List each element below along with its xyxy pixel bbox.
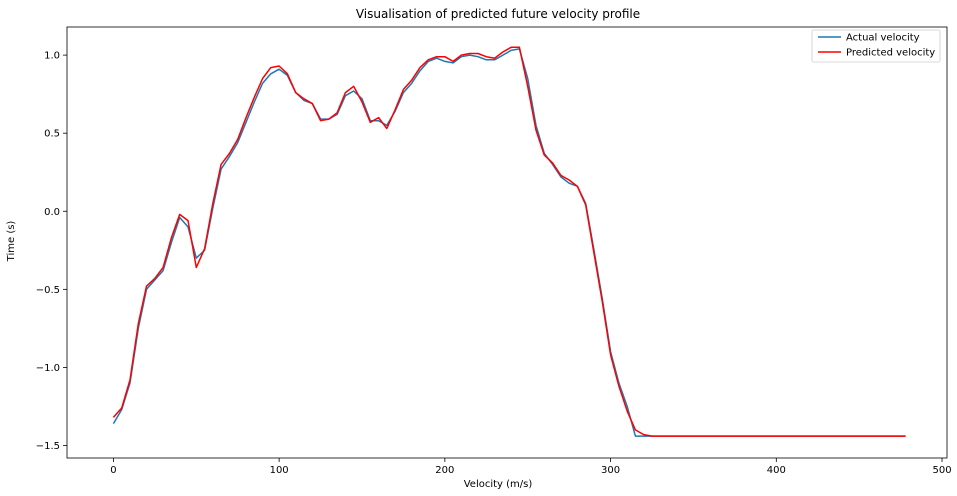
y-tick-label: −0.5 (36, 285, 60, 296)
chart-title: Visualisation of predicted future veloci… (356, 7, 640, 21)
x-tick-label: 0 (110, 465, 116, 476)
x-tick-label: 400 (767, 465, 786, 476)
y-axis-label: Time (s) (6, 221, 17, 263)
x-tick-label: 500 (932, 465, 951, 476)
x-tick-label: 300 (601, 465, 620, 476)
plot-frame (66, 26, 948, 459)
y-tick-label: 0.5 (44, 129, 60, 140)
legend-label-actual: Actual velocity (846, 33, 920, 44)
plot-area (66, 26, 948, 459)
legend-box (811, 29, 941, 63)
legend-label-predicted: Predicted velocity (846, 48, 935, 59)
predicted-velocity-line (112, 46, 906, 437)
y-tick-label: 1.0 (44, 51, 60, 62)
series-layer (112, 46, 906, 437)
y-tick-label: −1.0 (36, 363, 60, 374)
x-axis: 0 100 200 300 400 500 (110, 458, 952, 476)
y-axis: −1.5 −1.0 −0.5 0.0 0.5 1.0 (36, 51, 67, 452)
x-axis-label: Velocity (m/s) (464, 479, 533, 490)
x-tick-label: 100 (270, 465, 289, 476)
legend: Actual velocity Predicted velocity (811, 29, 941, 63)
y-tick-label: 0.0 (44, 207, 60, 218)
x-tick-label: 200 (435, 465, 454, 476)
y-tick-label: −1.5 (36, 441, 60, 452)
